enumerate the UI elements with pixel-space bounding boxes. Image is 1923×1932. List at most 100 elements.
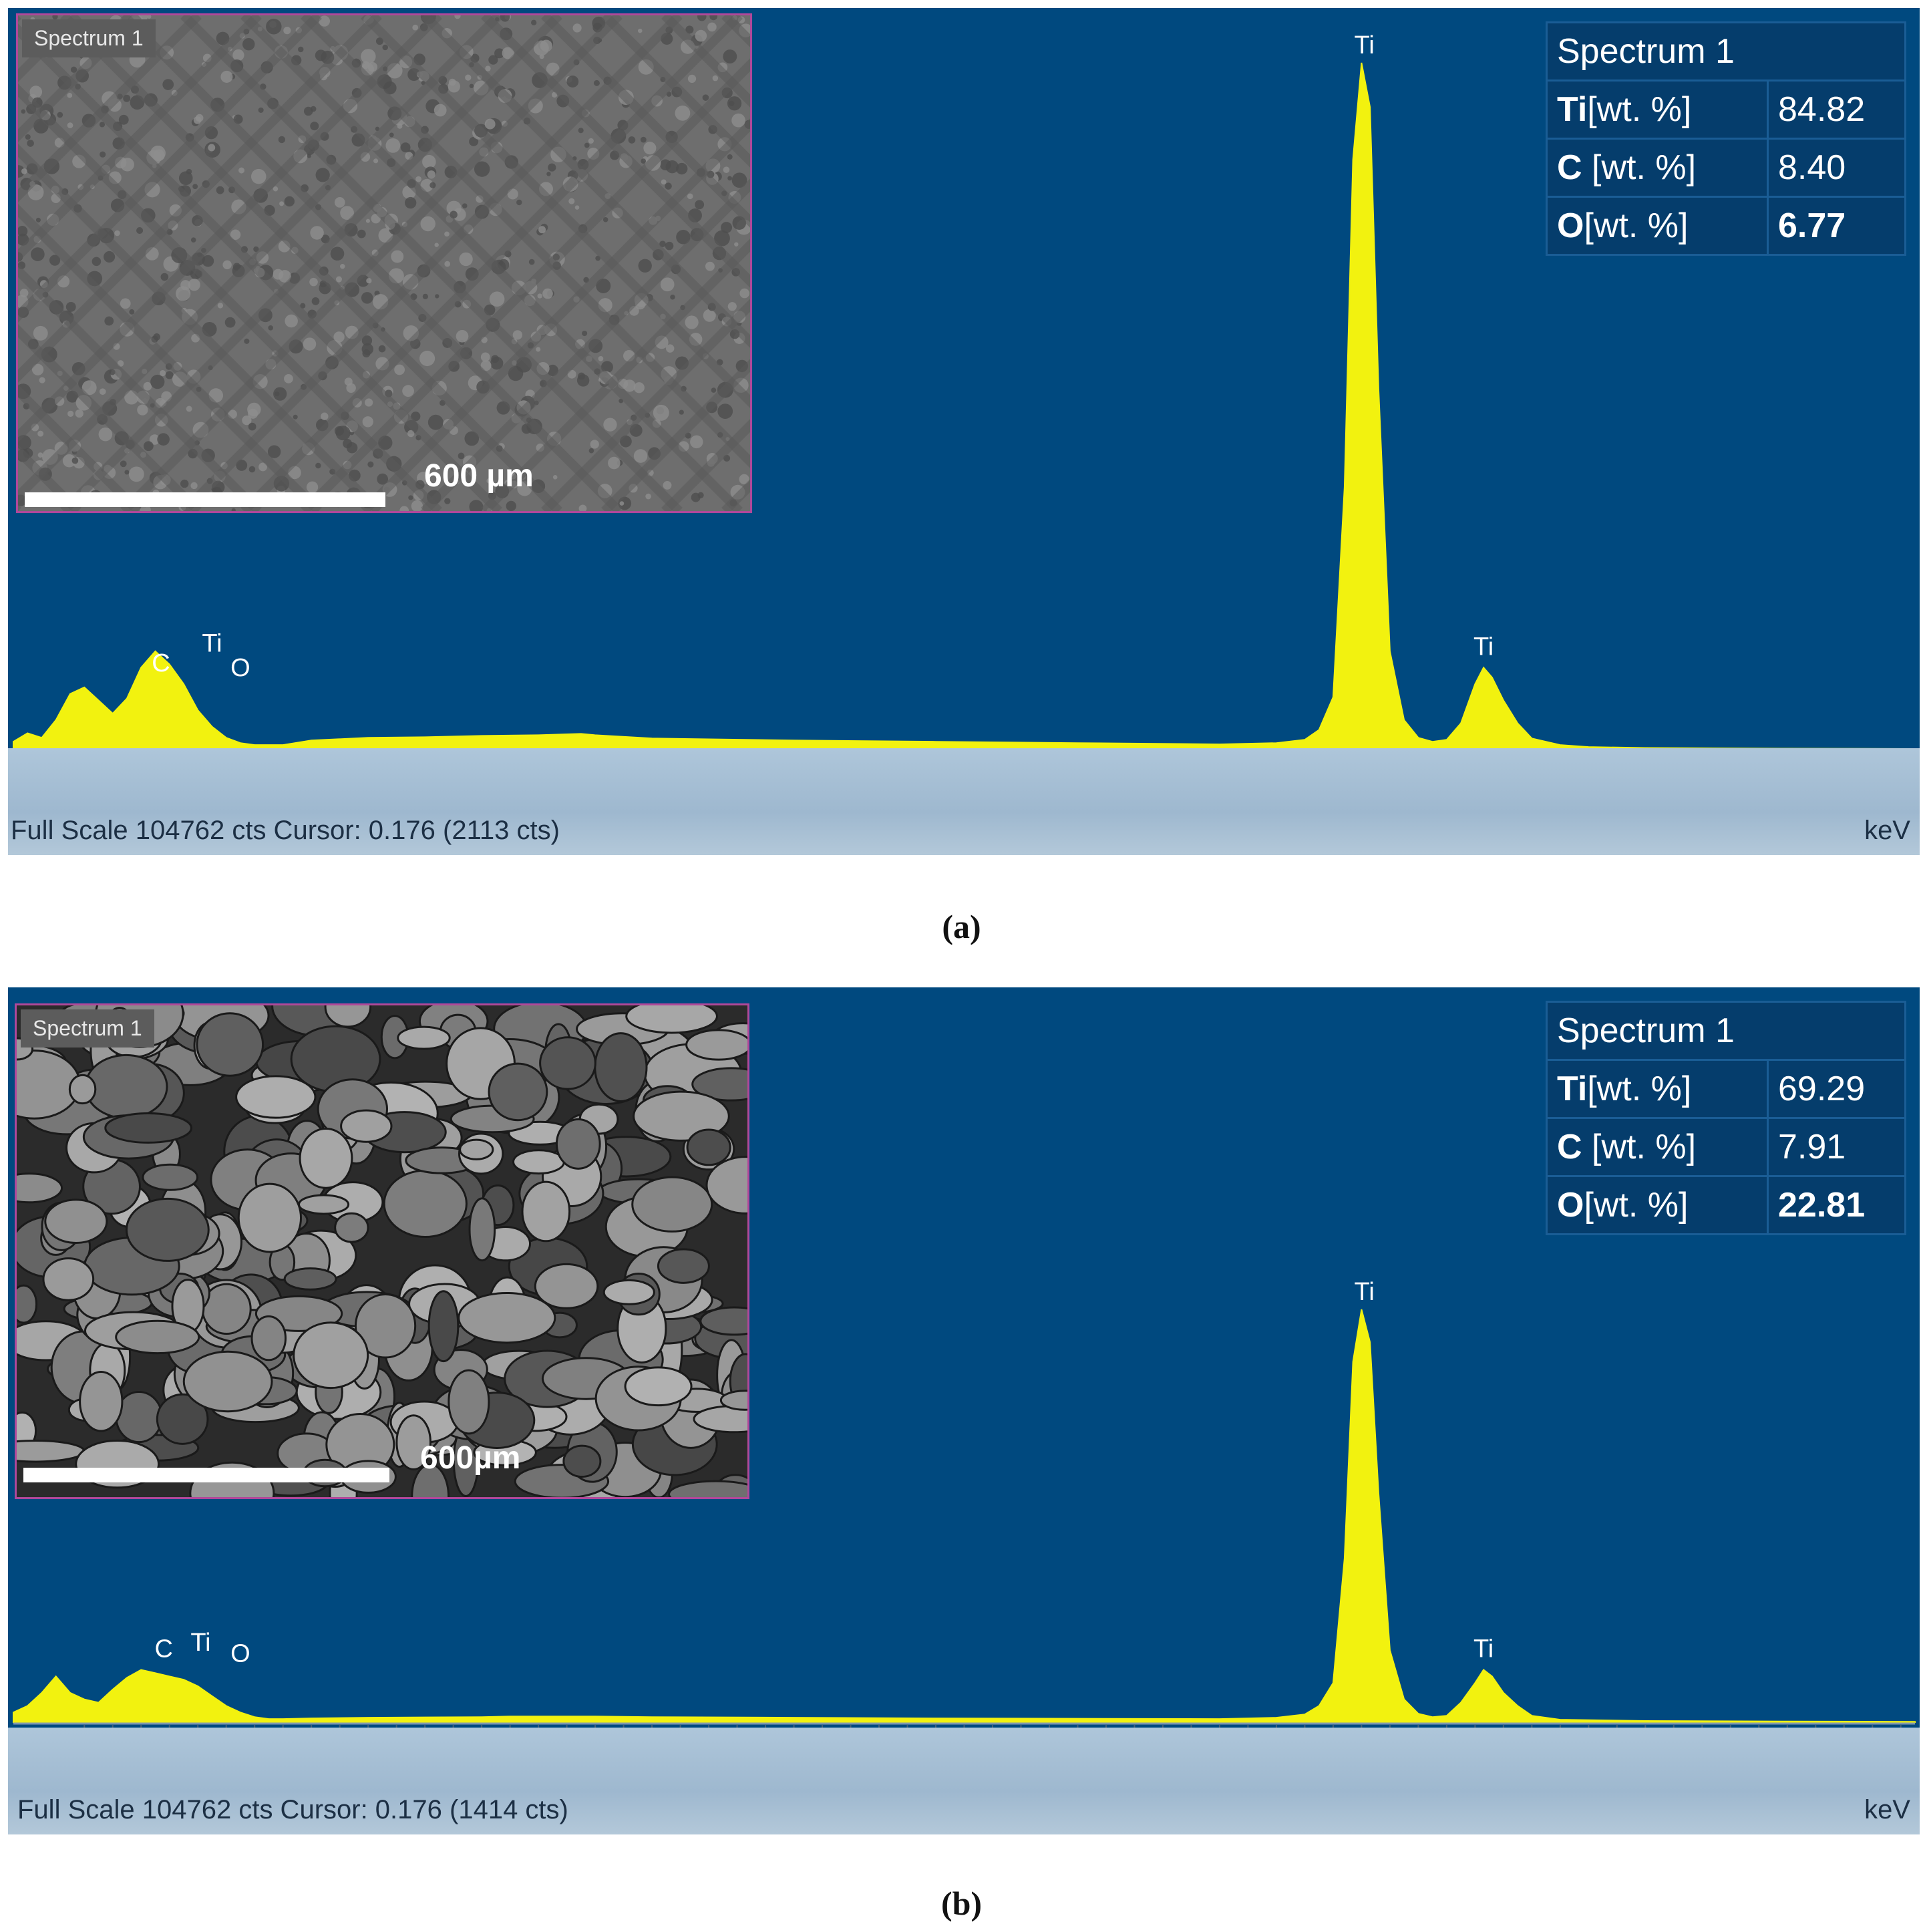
texture-speck <box>709 15 718 21</box>
texture-speck <box>340 206 354 220</box>
texture-speck <box>659 240 666 248</box>
texture-speck <box>160 369 166 377</box>
texture-speck <box>37 452 43 458</box>
spectrum-area <box>13 62 1916 750</box>
texture-particle <box>458 1291 556 1344</box>
texture-particle <box>631 1176 713 1233</box>
texture-speck <box>361 49 376 64</box>
texture-speck <box>670 295 675 300</box>
texture-speck <box>486 478 492 484</box>
texture-speck <box>552 475 558 480</box>
texture-particle <box>468 1197 496 1262</box>
texture-speck <box>695 29 707 42</box>
texture-speck <box>480 352 490 362</box>
texture-speck <box>104 251 116 263</box>
texture-speck <box>665 344 675 353</box>
texture-speck <box>285 314 298 328</box>
scale-bar <box>25 492 385 507</box>
texture-speck <box>685 315 699 329</box>
spectrum-area <box>13 1309 1916 1723</box>
texture-speck <box>727 302 737 311</box>
texture-speck <box>661 179 667 185</box>
texture-particle <box>340 1109 393 1143</box>
texture-speck <box>310 226 324 240</box>
texture-speck <box>676 162 688 175</box>
texture-ridge <box>18 15 442 443</box>
texture-speck <box>334 197 345 208</box>
value-cell: 7.91 <box>1767 1117 1906 1177</box>
texture-particle <box>44 1198 108 1244</box>
texture-speck <box>399 506 409 511</box>
texture-speck <box>71 457 79 464</box>
texture-speck <box>566 75 579 88</box>
texture-speck <box>640 136 647 143</box>
texture-speck <box>484 118 496 130</box>
texture-speck <box>687 193 693 200</box>
texture-speck <box>420 216 435 232</box>
texture-speck <box>676 230 691 245</box>
texture-speck <box>679 410 684 415</box>
texture-speck <box>81 380 97 395</box>
texture-particle <box>79 1371 124 1432</box>
element-cell: Ti[wt. %] <box>1546 79 1769 140</box>
texture-speck <box>429 182 436 188</box>
texture-speck <box>120 460 127 468</box>
texture-speck <box>582 330 588 337</box>
texture-speck <box>321 412 329 420</box>
table-row: C [wt. %] 7.91 <box>1546 1117 1906 1177</box>
texture-speck <box>411 500 423 511</box>
texture-speck <box>598 355 604 361</box>
texture-speck <box>702 94 709 101</box>
texture-speck <box>248 466 256 473</box>
texture-speck <box>687 74 697 84</box>
unit-label: [wt. %] <box>1584 1186 1689 1225</box>
texture-speck <box>232 263 241 271</box>
texture-speck <box>491 355 500 363</box>
texture-speck <box>193 116 202 124</box>
texture-ridge <box>661 15 750 108</box>
texture-speck <box>707 22 717 32</box>
texture-speck <box>723 49 737 63</box>
texture-speck <box>186 406 192 412</box>
texture-speck <box>57 112 63 118</box>
texture-speck <box>220 70 233 83</box>
texture-speck <box>435 294 440 299</box>
texture-speck <box>574 205 580 210</box>
texture-speck <box>408 495 413 500</box>
unit-label: [wt. %] <box>1587 90 1692 129</box>
texture-speck <box>512 330 522 340</box>
texture-speck <box>536 347 541 352</box>
texture-speck <box>248 422 256 431</box>
texture-speck <box>731 172 747 188</box>
texture-speck <box>383 81 397 95</box>
texture-speck <box>516 199 522 206</box>
texture-ridge <box>60 15 562 511</box>
texture-particle <box>534 1263 599 1309</box>
texture-speck <box>315 462 321 469</box>
texture-speck <box>238 167 245 174</box>
element-symbol: C <box>1557 1128 1582 1166</box>
texture-speck <box>309 277 318 287</box>
texture-speck <box>394 364 405 375</box>
weight-percent-table: Spectrum 1 Ti[wt. %] 69.29 C [wt. %] 7.9… <box>1546 1001 1906 1235</box>
inset-spectrum-label: Spectrum 1 <box>21 1009 154 1048</box>
table-row: Ti[wt. %] 69.29 <box>1546 1059 1906 1119</box>
texture-speck <box>593 79 600 86</box>
texture-speck <box>415 176 421 182</box>
footer-status-text: Full Scale 104762 cts Cursor: 0.176 (141… <box>17 1795 568 1824</box>
texture-speck <box>489 291 505 307</box>
table-title: Spectrum 1 <box>1546 1001 1906 1061</box>
texture-speck <box>310 122 319 131</box>
texture-particle <box>334 1212 369 1243</box>
texture-speck <box>310 106 317 112</box>
texture-speck <box>712 75 719 82</box>
texture-ridge <box>301 58 750 511</box>
texture-speck <box>633 382 645 393</box>
texture-speck <box>216 186 224 194</box>
texture-speck <box>727 176 733 181</box>
texture-speck <box>603 418 617 432</box>
texture-speck <box>596 279 611 293</box>
texture-speck <box>377 473 389 485</box>
texture-ridge <box>541 15 750 228</box>
texture-particle <box>488 1062 548 1122</box>
